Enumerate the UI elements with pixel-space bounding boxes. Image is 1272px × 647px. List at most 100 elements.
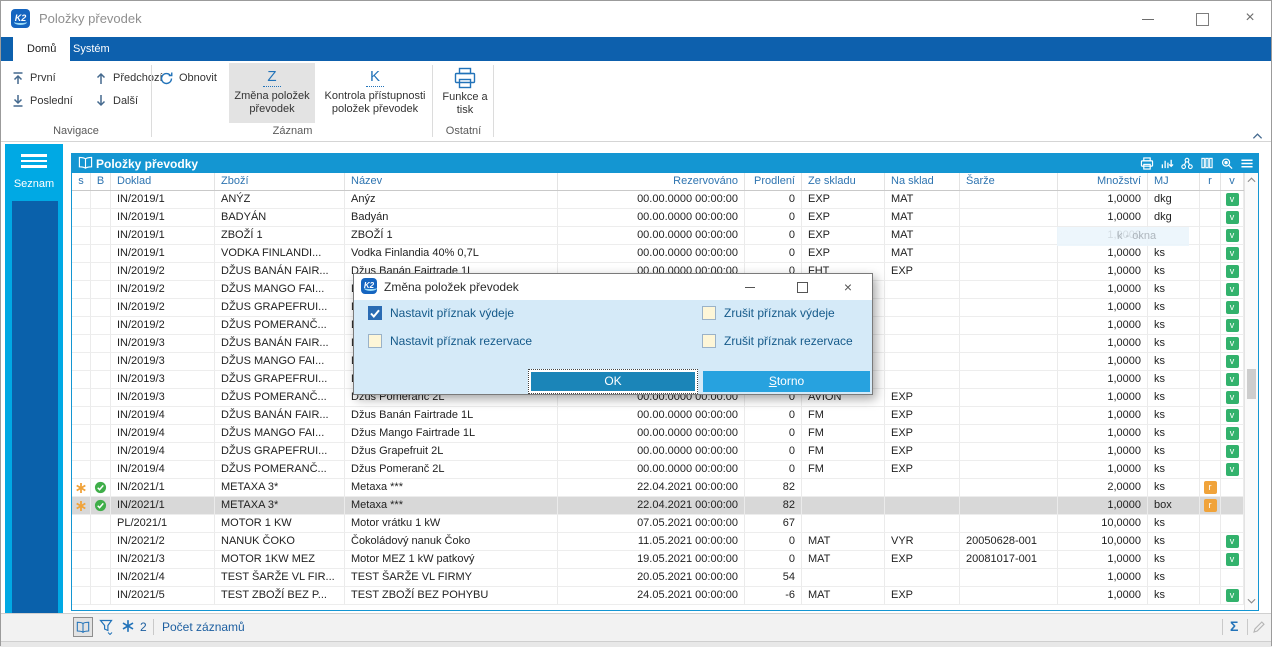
table-row[interactable]: IN/2019/4 DŽUS GRAPEFRUI... Džus Grapefrui…: [72, 443, 1244, 461]
column-header-mnozstvi[interactable]: Množství: [1058, 173, 1148, 190]
dialog-maximize-button[interactable]: [782, 274, 822, 300]
cell-s: [72, 389, 91, 407]
table-row[interactable]: IN/2021/1 METAXA 3* Metaxa *** 22.04.2021 0…: [72, 479, 1244, 497]
refresh-button[interactable]: Obnovit: [159, 68, 217, 88]
cell-prodleni: 82: [745, 479, 802, 497]
column-header-doklad[interactable]: Doklad: [111, 173, 215, 190]
column-header-s[interactable]: s: [72, 173, 91, 190]
checkbox-icon[interactable]: [368, 306, 382, 320]
cell-zbozi: METAXA 3*: [215, 497, 345, 515]
cell-s: [72, 227, 91, 245]
column-header-na-sklad[interactable]: Na sklad: [885, 173, 960, 190]
table-row[interactable]: IN/2019/4 DŽUS POMERANČ... Džus Pomeranč 2…: [72, 461, 1244, 479]
sidebar-item-seznam[interactable]: Seznam: [13, 178, 55, 190]
cell-na-sklad: EXP: [885, 425, 960, 443]
column-header-prodleni[interactable]: Prodlení: [745, 173, 802, 190]
cell-v: v: [1221, 533, 1244, 551]
cell-r: [1200, 335, 1221, 353]
output-flag-badge: v: [1225, 337, 1239, 350]
table-row[interactable]: IN/2021/2 NANUK ČOKO Čokoládový nanuk Čoko…: [72, 533, 1244, 551]
checkbox-icon[interactable]: [368, 334, 382, 348]
column-header-sarze[interactable]: Šarže: [960, 173, 1058, 190]
cell-mnozstvi: 1,0000: [1058, 353, 1148, 371]
minimize-button[interactable]: [1125, 1, 1171, 35]
next-record-button[interactable]: Další: [94, 91, 138, 111]
chart-icon[interactable]: [1160, 157, 1174, 170]
table-row[interactable]: IN/2019/1 BADYÁN Badyán 00.00.0000 00:00:00…: [72, 209, 1244, 227]
column-header-nazev[interactable]: Název: [345, 173, 558, 190]
cell-r: [1200, 551, 1221, 569]
cell-mj: ks: [1148, 551, 1200, 569]
output-flag-badge: v: [1225, 247, 1239, 260]
cell-r: [1200, 227, 1221, 245]
table-row[interactable]: PL/2021/1 MOTOR 1 KW Motor vrátku 1 kW 07.0…: [72, 515, 1244, 533]
tab-system[interactable]: Systém: [73, 43, 110, 55]
checkbox-clear-reservation-flag[interactable]: Zrušit příznak rezervace: [702, 334, 853, 348]
ok-button[interactable]: OK: [531, 372, 695, 391]
check-accessibility-button[interactable]: K Kontrola přístupnosti položek převodek: [317, 63, 433, 123]
k2-logo-icon: K2: [361, 278, 377, 294]
column-header-rezervovano[interactable]: Rezervováno: [558, 173, 745, 190]
book-view-button[interactable]: [73, 617, 93, 637]
vertical-scrollbar[interactable]: [1244, 173, 1258, 610]
zoom-settings-icon[interactable]: [1220, 157, 1234, 170]
cell-s: [72, 263, 91, 281]
storno-button[interactable]: Storno: [703, 371, 870, 392]
checkbox-clear-issue-flag[interactable]: Zrušit příznak výdeje: [702, 306, 835, 320]
snowflake-button[interactable]: [121, 619, 135, 636]
table-row[interactable]: IN/2021/4 TEST ŠARŽE VL FIR... TEST ŠARŽE …: [72, 569, 1244, 587]
columns-icon[interactable]: [1200, 157, 1214, 170]
filter-icon: [99, 619, 113, 636]
table-row[interactable]: IN/2019/1 ANÝZ Anýz 00.00.0000 00:00:00 0 EXP…: [72, 191, 1244, 209]
table-row[interactable]: IN/2019/4 DŽUS BANÁN FAIR... Džus Banán Fa…: [72, 407, 1244, 425]
previous-record-button[interactable]: Předchozí: [94, 68, 163, 88]
dialog-minimize-button[interactable]: [730, 274, 770, 300]
filter-button[interactable]: [99, 619, 114, 638]
checkbox-icon[interactable]: [702, 334, 716, 348]
column-header-zbozi[interactable]: Zboží: [215, 173, 345, 190]
menu-icon[interactable]: [1240, 157, 1254, 170]
cell-na-sklad: EXP: [885, 263, 960, 281]
checkbox-set-reservation-flag[interactable]: Nastavit příznak rezervace: [368, 334, 532, 348]
table-row[interactable]: IN/2019/1 VODKA FINLANDI... Vodka Finlandi…: [72, 245, 1244, 263]
cell-mj: ks: [1148, 533, 1200, 551]
dialog-close-button[interactable]: ×: [843, 279, 853, 295]
maximize-button[interactable]: [1179, 1, 1225, 35]
sum-button[interactable]: Σ: [1230, 618, 1239, 634]
scroll-down-icon[interactable]: [1245, 594, 1258, 610]
cell-na-sklad: EXP: [885, 389, 960, 407]
checkbox-set-issue-flag[interactable]: Nastavit příznak výdeje: [368, 306, 514, 320]
table-row[interactable]: IN/2021/3 MOTOR 1KW MEZ Motor MEZ 1 kW pat…: [72, 551, 1244, 569]
first-record-button[interactable]: První: [11, 68, 56, 88]
table-row[interactable]: IN/2019/4 DŽUS MANGO FAI... Džus Mango Fai…: [72, 425, 1244, 443]
change-transfer-items-button[interactable]: Z Změna položek převodek: [229, 63, 315, 123]
table-row[interactable]: IN/2021/5 TEST ZBOŽÍ BEZ P... TEST ZBOŽÍ B…: [72, 587, 1244, 605]
column-header-r[interactable]: r: [1200, 173, 1221, 190]
printer-icon[interactable]: [1140, 157, 1154, 170]
cell-sarze: [960, 587, 1058, 605]
scroll-up-icon[interactable]: [1245, 173, 1258, 189]
cell-r: [1200, 371, 1221, 389]
cell-r: [1200, 569, 1221, 587]
checkbox-label: Nastavit příznak výdeje: [390, 306, 515, 320]
functions-print-button[interactable]: Funkce a tisk: [437, 63, 493, 123]
cell-s: [72, 533, 91, 551]
book-icon: [78, 156, 93, 169]
cell-mj: ks: [1148, 569, 1200, 587]
close-button[interactable]: ×: [1245, 9, 1255, 26]
cell-v: [1221, 497, 1244, 515]
share-icon[interactable]: [1180, 157, 1194, 170]
last-record-button[interactable]: Poslední: [11, 91, 73, 111]
column-header-ze-skladu[interactable]: Ze skladu: [802, 173, 885, 190]
edit-button[interactable]: [1252, 620, 1266, 637]
tab-domu[interactable]: Domů: [13, 37, 71, 61]
menu-icon[interactable]: [21, 154, 47, 171]
collapse-ribbon-button[interactable]: [1252, 127, 1263, 145]
column-header-v[interactable]: v: [1221, 173, 1244, 190]
column-header-b[interactable]: B: [91, 173, 111, 190]
scrollbar-thumb[interactable]: [1247, 369, 1256, 399]
grid-title: Položky převodky: [96, 157, 199, 171]
checkbox-icon[interactable]: [702, 306, 716, 320]
table-row[interactable]: IN/2021/1 METAXA 3* Metaxa *** 22.04.2021 0…: [72, 497, 1244, 515]
column-header-mj[interactable]: MJ: [1148, 173, 1200, 190]
